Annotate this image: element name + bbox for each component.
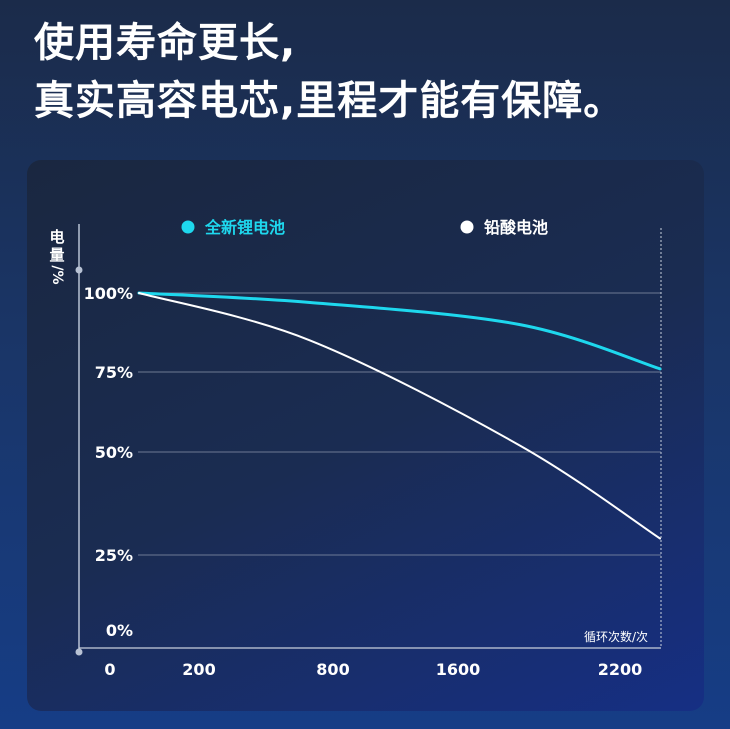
- y-axis-label-char-1: 电: [49, 228, 64, 246]
- series-line-lead-acid: [138, 292, 661, 540]
- legend-dot-lead-acid: [460, 220, 474, 234]
- y-tick-label: 75%: [95, 363, 133, 382]
- headline-line-1: 使用寿命更长,: [34, 20, 297, 66]
- x-axis-label: 循环次数/次: [584, 629, 648, 644]
- x-tick-label: 1600: [436, 660, 481, 679]
- legend-dot-lithium: [181, 220, 195, 234]
- y-tick-label: 100%: [84, 284, 133, 303]
- headline: 使用寿命更长, 真实高容电芯,里程才能有保障。: [34, 14, 624, 130]
- series-line-lithium: [137, 291, 662, 371]
- x-tick-label: 200: [182, 660, 215, 679]
- x-tick-label: 2200: [598, 660, 643, 679]
- y-tick-label: 50%: [95, 443, 133, 462]
- headline-line-2: 真实高容电芯,里程才能有保障。: [34, 78, 625, 124]
- y-axis-bottom-dot: [75, 648, 83, 656]
- legend-label-lead-acid: 铅酸电池: [484, 218, 548, 237]
- x-tick-label: 800: [316, 660, 349, 679]
- legend-label-lithium: 全新锂电池: [204, 218, 285, 237]
- y-axis-label-char-2: 量: [49, 246, 64, 264]
- y-axis-top-dot: [75, 266, 83, 274]
- y-tick-label: 0%: [106, 621, 133, 640]
- chart-panel: [27, 160, 704, 711]
- y-axis-label-unit: /%: [49, 265, 65, 284]
- x-tick-label: 0: [104, 660, 115, 679]
- y-tick-label: 25%: [95, 546, 133, 565]
